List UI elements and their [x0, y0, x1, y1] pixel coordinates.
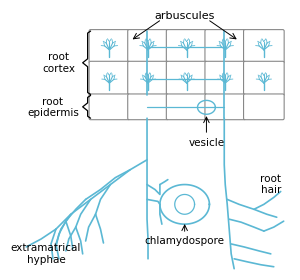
Text: root
cortex: root cortex — [42, 52, 75, 74]
FancyBboxPatch shape — [244, 30, 284, 63]
FancyBboxPatch shape — [128, 30, 168, 63]
Text: root
hair: root hair — [260, 174, 281, 195]
Text: arbuscules: arbuscules — [154, 11, 215, 21]
FancyBboxPatch shape — [128, 61, 168, 96]
Text: root
epidermis: root epidermis — [27, 97, 79, 118]
FancyBboxPatch shape — [166, 61, 207, 96]
FancyBboxPatch shape — [166, 94, 207, 120]
FancyBboxPatch shape — [89, 94, 130, 120]
FancyBboxPatch shape — [89, 61, 130, 96]
Text: extramatrical
hyphae: extramatrical hyphae — [11, 243, 81, 265]
FancyBboxPatch shape — [205, 94, 245, 120]
FancyBboxPatch shape — [244, 61, 284, 96]
FancyBboxPatch shape — [128, 94, 168, 120]
FancyBboxPatch shape — [166, 30, 207, 63]
Text: chlamydospore: chlamydospore — [145, 236, 225, 246]
FancyBboxPatch shape — [205, 61, 245, 96]
FancyBboxPatch shape — [244, 94, 284, 120]
Text: vesicle: vesicle — [188, 138, 224, 148]
FancyBboxPatch shape — [205, 30, 245, 63]
FancyBboxPatch shape — [89, 30, 130, 63]
